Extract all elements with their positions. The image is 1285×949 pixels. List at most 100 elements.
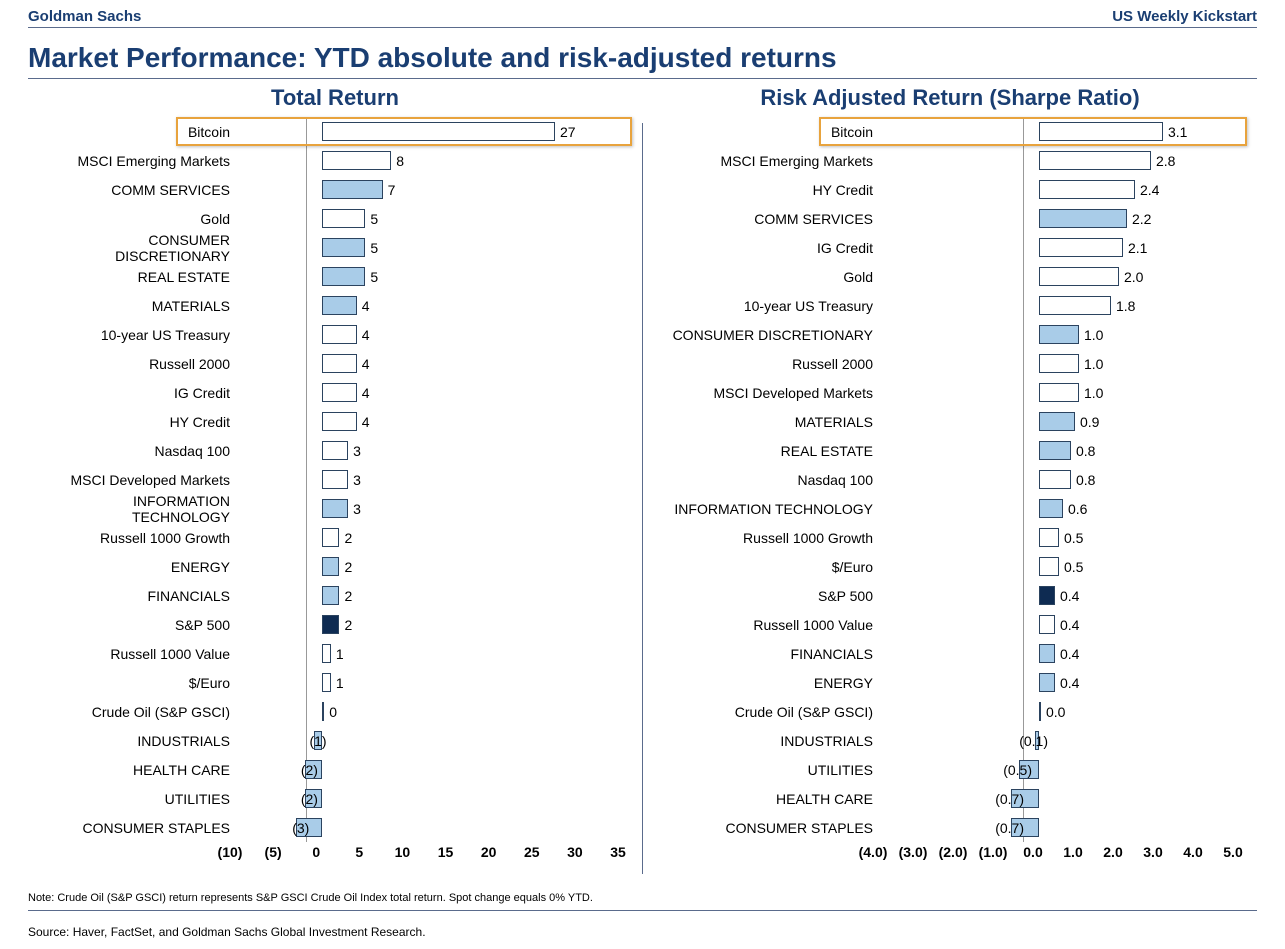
x-tick: 0.0 (1023, 844, 1042, 860)
bar-label: COMM SERVICES (38, 182, 236, 198)
bar-value: 1.0 (1084, 378, 1103, 407)
bar-value: 4 (362, 378, 370, 407)
bar-axis-area: 0.4 (879, 639, 1257, 668)
bar-row: Crude Oil (S&P GSCI) 0.0 (653, 697, 1257, 726)
bar-row: INFORMATION TECHNOLOGY0.6 (653, 494, 1257, 523)
bar-row: Gold2.0 (653, 262, 1257, 291)
bar-label: Nasdaq 100 (38, 443, 236, 459)
bar (322, 354, 356, 373)
x-tick: 15 (438, 844, 454, 860)
bar-axis-area: (0.1) (879, 726, 1257, 755)
bar-row: CONSUMER STAPLES(3) (38, 813, 642, 842)
bar-value: 3 (353, 436, 361, 465)
bar-value: (2) (301, 755, 318, 784)
bar-axis-area: 2 (236, 523, 642, 552)
bar (322, 557, 339, 576)
plot-left: Bitcoin27MSCI Emerging Markets8COMM SERV… (28, 117, 642, 842)
bar-label: Russell 1000 Growth (653, 530, 879, 546)
bar-label: MSCI Emerging Markets (653, 153, 879, 169)
bar-axis-area: 4 (236, 378, 642, 407)
bar (1039, 644, 1055, 663)
bar (1039, 702, 1041, 721)
bar-axis-area: 1.0 (879, 378, 1257, 407)
bar-value: 0.0 (1046, 697, 1065, 726)
bar-row: Gold5 (38, 204, 642, 233)
bar-row: ENERGY 0.4 (653, 668, 1257, 697)
bar-value: (0.1) (1019, 726, 1048, 755)
bar-label: Russell 1000 Value (38, 646, 236, 662)
bar-value: 4 (362, 320, 370, 349)
bar-axis-area: 1.0 (879, 320, 1257, 349)
bar-label: Crude Oil (S&P GSCI) (653, 704, 879, 720)
bar-value: 4 (362, 349, 370, 378)
bar-value: 2.1 (1128, 233, 1147, 262)
bar-axis-area: 2 (236, 610, 642, 639)
header-bar: Goldman Sachs US Weekly Kickstart (28, 8, 1257, 28)
bar-axis-area: 0.8 (879, 436, 1257, 465)
bar-axis-area: (2) (236, 755, 642, 784)
bar-row: CONSUMER STAPLES(0.7) (653, 813, 1257, 842)
bar-axis-area: 3 (236, 465, 642, 494)
bar-row: INFORMATION TECHNOLOGY3 (38, 494, 642, 523)
bar-row: REAL ESTATE0.8 (653, 436, 1257, 465)
bar-value: (1) (309, 726, 326, 755)
bar-label: IG Credit (653, 240, 879, 256)
bar-axis-area: 3.1 (879, 117, 1257, 146)
bar-row: MSCI Emerging Markets2.8 (653, 146, 1257, 175)
bar-label: REAL ESTATE (653, 443, 879, 459)
bar-value: 1.0 (1084, 320, 1103, 349)
bar-value: 5 (370, 204, 378, 233)
bar (322, 296, 356, 315)
bar-row: IG Credit4 (38, 378, 642, 407)
bar-label: HY Credit (653, 182, 879, 198)
bar-value: (0.5) (1003, 755, 1032, 784)
bar (322, 238, 365, 257)
bar-value: 0.5 (1064, 523, 1083, 552)
bar-label: S&P 500 (653, 588, 879, 604)
bar (1039, 499, 1063, 518)
bar-axis-area: 2.8 (879, 146, 1257, 175)
bar (1039, 122, 1163, 141)
bar-axis-area: 7 (236, 175, 642, 204)
x-tick: 10 (395, 844, 411, 860)
bar-label: CONSUMER DISCRETIONARY (653, 327, 879, 343)
bar-label: Gold (653, 269, 879, 285)
bar (1039, 325, 1079, 344)
bar-axis-area: 8 (236, 146, 642, 175)
bar-value: 2 (344, 581, 352, 610)
bar (322, 673, 331, 692)
x-tick: 20 (481, 844, 497, 860)
chart-title-right: Risk Adjusted Return (Sharpe Ratio) (643, 85, 1257, 111)
bar (322, 470, 348, 489)
x-tick: (2.0) (939, 844, 968, 860)
bar-label: ENERGY (38, 559, 236, 575)
bar-row: CONSUMER DISCRETIONARY5 (38, 233, 642, 262)
bar (1039, 151, 1151, 170)
bar (1039, 528, 1059, 547)
bar (322, 122, 555, 141)
bar (1039, 615, 1055, 634)
bar-label: ENERGY (653, 675, 879, 691)
bar-row: HEALTH CARE(2) (38, 755, 642, 784)
bar-value: 0.5 (1064, 552, 1083, 581)
bar (322, 383, 356, 402)
bar-label: MSCI Developed Markets (653, 385, 879, 401)
bar-label: MATERIALS (653, 414, 879, 430)
bar-value: 27 (560, 117, 576, 146)
bar-row: IG Credit 2.1 (653, 233, 1257, 262)
bar-value: 1.8 (1116, 291, 1135, 320)
bar-row: HEALTH CARE(0.7) (653, 784, 1257, 813)
bar-label: Bitcoin (38, 124, 236, 140)
bar (1039, 209, 1127, 228)
bar (1039, 296, 1111, 315)
bar-value: (0.7) (995, 784, 1024, 813)
bar-axis-area: 5 (236, 204, 642, 233)
bar-axis-area: (0.7) (879, 813, 1257, 842)
charts-container: Total Return Bitcoin27MSCI Emerging Mark… (28, 85, 1257, 874)
chart-total-return: Total Return Bitcoin27MSCI Emerging Mark… (28, 85, 642, 874)
bar-value: 0.4 (1060, 668, 1079, 697)
chart-title-left: Total Return (28, 85, 642, 111)
bar-axis-area: 4 (236, 291, 642, 320)
bar-row: REAL ESTATE5 (38, 262, 642, 291)
bar-label: 10-year US Treasury (38, 327, 236, 343)
